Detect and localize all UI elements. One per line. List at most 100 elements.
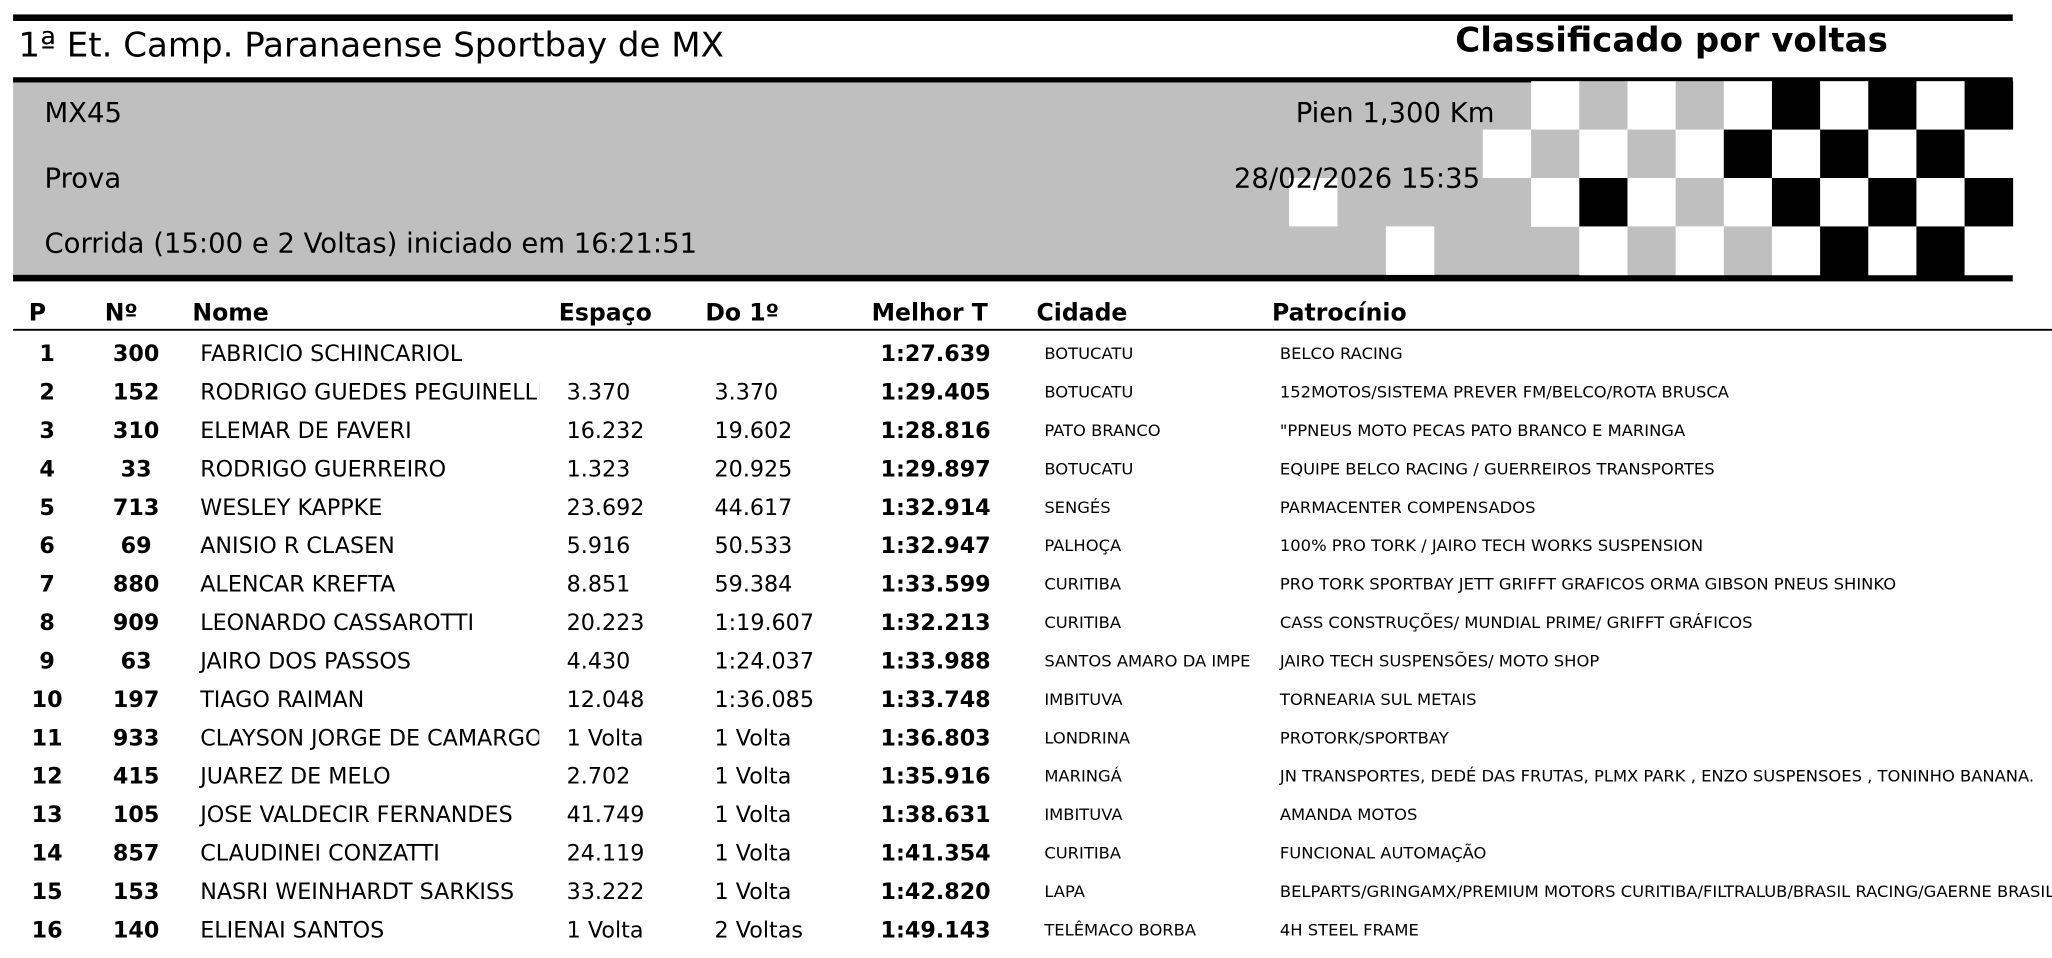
flag-square	[1820, 81, 1869, 130]
flag-square	[1627, 81, 1677, 130]
column-header: Patrocínio	[1272, 299, 1407, 327]
flag-square	[1531, 178, 1580, 227]
sponsor: BELCO RACING	[1280, 344, 1403, 363]
best-lap: 1:49.143	[880, 917, 990, 943]
panel-rule	[13, 274, 2013, 282]
flag-square	[1579, 81, 1628, 130]
city: IMBITUVA	[1044, 690, 1123, 709]
flag-square	[1627, 226, 1677, 276]
rider-name: ELIENAI SANTOS	[200, 917, 384, 943]
results-table: P Nº Nome Espaço Do 1º Melhor T Cidade Patrocín…	[29, 299, 2052, 944]
gap-first: 1:24.037	[715, 648, 814, 674]
gap-prev: 1 Volta	[567, 917, 644, 943]
number: 153	[113, 879, 159, 905]
track: Pien 1,300 Km	[1296, 97, 1495, 129]
city: SENGÉS	[1044, 498, 1110, 517]
sponsor: EQUIPE BELCO RACING / GUERREIROS TRANSPO…	[1280, 459, 1715, 478]
position: 9	[39, 648, 54, 674]
rider-name: ALENCAR KREFTA	[200, 572, 396, 598]
flag-square	[1868, 81, 1917, 130]
sponsor: AMANDA MOTOS	[1280, 805, 1418, 824]
gap-prev: 3.370	[567, 380, 631, 406]
gap-prev: 1.323	[567, 456, 631, 482]
number: 933	[113, 725, 159, 751]
gap-first: 1 Volta	[715, 879, 792, 905]
sort-label: Classificado por voltas	[1455, 20, 1888, 60]
category: MX45	[44, 97, 121, 129]
number: 197	[113, 687, 159, 713]
flag-square	[1868, 178, 1917, 227]
sponsor: PROTORK/SPORTBAY	[1280, 728, 1450, 747]
city: CURITIBA	[1044, 613, 1122, 632]
sponsor: JAIRO TECH SUSPENSÕES/ MOTO SHOP	[1279, 651, 1599, 670]
gap-first: 50.533	[715, 533, 793, 559]
number: 310	[113, 418, 159, 444]
flag-square	[1916, 129, 1965, 179]
best-lap: 1:28.816	[880, 418, 990, 444]
sponsor: JN TRANSPORTES, DEDÉ DAS FRUTAS, PLMX PA…	[1279, 767, 2034, 786]
sponsor: PRO TORK SPORTBAY JETT GRIFFT GRAFICOS O…	[1280, 575, 1896, 594]
best-lap: 1:41.354	[880, 841, 990, 867]
position: 16	[32, 917, 63, 943]
rider-name: CLAYSON JORGE DE CAMARGO	[200, 725, 542, 751]
flag-square	[1723, 178, 1773, 227]
flag-square	[1579, 226, 1628, 276]
sponsor: PARMACENTER COMPENSADOS	[1280, 498, 1536, 517]
column-header: Melhor T	[872, 299, 988, 327]
city: BOTUCATU	[1044, 344, 1133, 363]
best-lap: 1:27.639	[880, 341, 990, 367]
flag-square	[1723, 81, 1773, 130]
best-lap: 1:35.916	[880, 764, 990, 790]
best-lap: 1:33.988	[880, 648, 990, 674]
number: 880	[113, 572, 159, 598]
flag-square	[1771, 178, 1821, 227]
panel-rule	[13, 77, 2013, 83]
gap-first: 1 Volta	[715, 764, 792, 790]
number: 63	[121, 648, 152, 674]
best-lap: 1:33.748	[880, 687, 990, 713]
position: 15	[32, 879, 63, 905]
rider-name: CLAUDINEI CONZATTI	[200, 841, 440, 867]
rider-name: LEONARDO CASSAROTTI	[200, 610, 474, 636]
flag-square	[1723, 226, 1773, 276]
flag-square	[1385, 226, 1435, 275]
gap-first: 3.370	[715, 380, 779, 406]
rider-name: JOSE VALDECIR FERNANDES	[198, 802, 513, 828]
gap-first: 1 Volta	[715, 802, 792, 828]
flag-square	[1916, 226, 1965, 276]
gap-prev: 33.222	[567, 879, 645, 905]
column-header: Cidade	[1036, 299, 1127, 327]
position: 12	[32, 764, 63, 790]
flag-square	[1820, 178, 1869, 227]
position: 8	[39, 610, 54, 636]
sponsor: 100% PRO TORK / JAIRO TECH WORKS SUSPENS…	[1280, 536, 1703, 555]
best-lap: 1:38.631	[880, 802, 990, 828]
column-header: Nº	[105, 299, 138, 327]
flag-square	[1675, 178, 1725, 227]
city: PATO BRANCO	[1044, 421, 1160, 440]
gap-prev: 12.048	[567, 687, 645, 713]
flag-square	[1771, 129, 1821, 179]
city: SANTOS AMARO DA IMPE	[1044, 651, 1250, 670]
rider-name: NASRI WEINHARDT SARKISS	[200, 879, 514, 905]
best-lap: 1:42.820	[880, 879, 990, 905]
flag-square	[1916, 81, 1965, 130]
best-lap: 1:32.914	[880, 495, 990, 521]
session: Prova	[44, 162, 121, 194]
column-header: P	[29, 299, 46, 327]
rider-name: ELEMAR DE FAVERI	[200, 418, 411, 444]
checkered-flag	[1289, 81, 2014, 276]
city: PALHOÇA	[1044, 536, 1122, 555]
flag-square	[1531, 81, 1580, 130]
best-lap: 1:29.405	[880, 380, 990, 406]
flag-square	[1916, 178, 1965, 227]
gap-prev: 16.232	[567, 418, 645, 444]
city: TELÊMACO BORBA	[1043, 920, 1197, 939]
number: 300	[113, 341, 159, 367]
best-lap: 1:29.897	[880, 456, 990, 482]
datetime: 28/02/2026 15:35	[1234, 162, 1480, 194]
rider-name: ANISIO R CLASEN	[200, 533, 395, 559]
flag-square	[1627, 178, 1677, 227]
position: 4	[39, 456, 54, 482]
